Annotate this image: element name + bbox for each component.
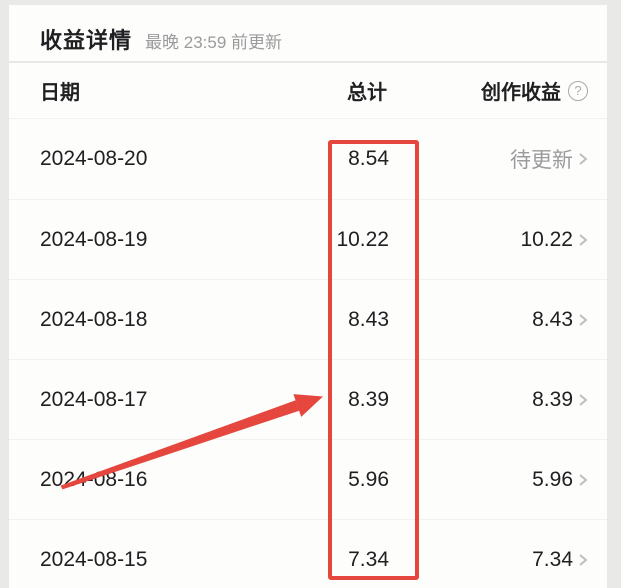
table-header-row: 日期 总计 创作收益 ? <box>9 63 607 119</box>
table-row[interactable]: 2024-08-15 7.34 7.34 <box>9 519 607 588</box>
earnings-detail-card: 收益详情 最晚 23:59 前更新 日期 总计 创作收益 ? 2024-08-2… <box>9 5 607 588</box>
row-date: 2024-08-17 <box>40 387 148 411</box>
titlebar: 收益详情 最晚 23:59 前更新 <box>9 5 607 63</box>
row-creation-value: 7.34 <box>532 547 573 571</box>
row-total: 7.34 <box>348 547 389 571</box>
help-question-icon[interactable]: ? <box>568 80 588 101</box>
row-creation-value: 10.22 <box>520 227 573 251</box>
row-creation-link[interactable]: 7.34 <box>390 548 588 572</box>
row-creation-link[interactable]: 5.96 <box>390 468 588 492</box>
row-creation-value: 5.96 <box>532 467 573 491</box>
column-header-total: 总计 <box>347 82 387 104</box>
row-creation-link[interactable]: 8.39 <box>390 388 588 412</box>
table-row[interactable]: 2024-08-20 8.54 待更新 <box>9 119 607 199</box>
chevron-right-icon <box>578 151 588 167</box>
row-date: 2024-08-19 <box>40 227 148 251</box>
table-row[interactable]: 2024-08-16 5.96 5.96 <box>9 439 607 519</box>
row-creation-value: 8.39 <box>532 387 573 411</box>
row-date: 2024-08-20 <box>40 147 148 170</box>
row-date: 2024-08-15 <box>40 547 148 571</box>
page-title: 收益详情 <box>40 28 133 53</box>
row-total: 10.22 <box>336 227 389 251</box>
row-total: 8.54 <box>348 147 389 170</box>
row-date: 2024-08-16 <box>40 467 148 491</box>
chevron-right-icon <box>578 472 588 488</box>
row-creation-link[interactable]: 8.43 <box>390 308 588 332</box>
row-creation-value: 待更新 <box>510 149 573 172</box>
row-total: 8.43 <box>348 307 389 331</box>
update-note: 最晚 23:59 前更新 <box>145 33 283 52</box>
row-total: 5.96 <box>348 467 389 491</box>
column-header-date: 日期 <box>40 82 80 104</box>
column-header-creation: 创作收益 ? <box>390 76 588 105</box>
chevron-right-icon <box>578 392 588 408</box>
table-row[interactable]: 2024-08-18 8.43 8.43 <box>9 279 607 359</box>
chevron-right-icon <box>578 232 588 248</box>
table-row[interactable]: 2024-08-17 8.39 8.39 <box>9 359 607 439</box>
row-creation-link[interactable]: 10.22 <box>390 228 588 252</box>
column-header-creation-label: 创作收益 <box>481 82 561 104</box>
row-date: 2024-08-18 <box>40 307 148 331</box>
row-creation-value: 8.43 <box>532 307 573 331</box>
chevron-right-icon <box>578 312 588 328</box>
row-creation-link[interactable]: 待更新 <box>390 144 588 174</box>
row-total: 8.39 <box>348 387 389 411</box>
table-row[interactable]: 2024-08-19 10.22 10.22 <box>9 199 607 279</box>
chevron-right-icon <box>578 552 588 568</box>
